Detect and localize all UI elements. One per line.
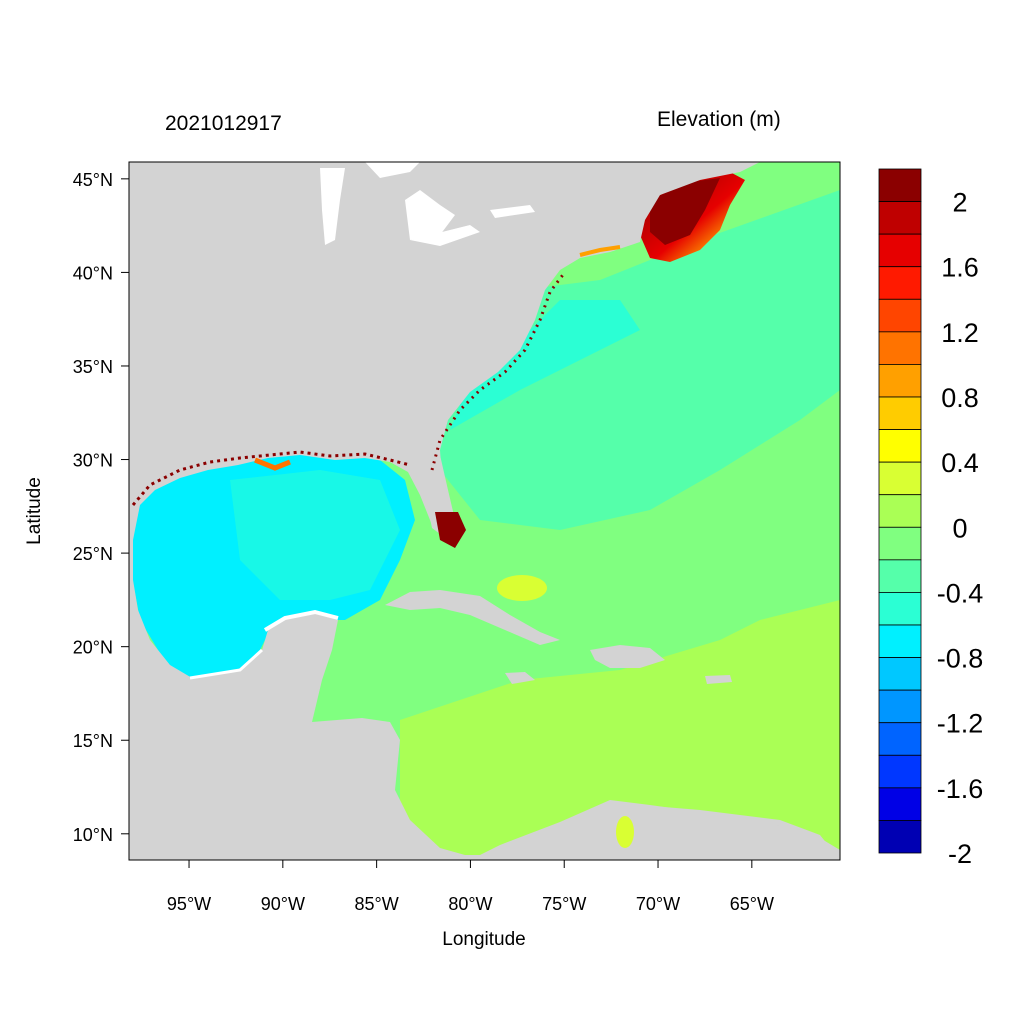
variable-label: Elevation (m): [657, 108, 781, 131]
colorbar-swatch: [878, 559, 922, 593]
lake-ontario: [490, 205, 535, 218]
plot-frame: [128, 161, 841, 861]
colorbar-swatch: [878, 689, 922, 724]
colorbar-label: 2: [952, 188, 967, 218]
lat-tick-label: 15°N: [73, 731, 113, 751]
land-cuba: [385, 590, 560, 645]
colorbar-label: 1.6: [941, 253, 979, 283]
lon-tick-label: 80°W: [448, 894, 492, 914]
lon-tick-label: 85°W: [355, 894, 399, 914]
colorbar: 2 1.6 1.2 0.8 0.4 0 -0.4 -0.8 -1.2 -1.6 -2: [878, 168, 984, 869]
colorbar-swatch: [878, 592, 922, 626]
lake-superior: [365, 162, 420, 178]
date-label: 2021012917: [165, 112, 282, 135]
colorbar-swatch: [878, 461, 922, 496]
louisiana-surge: [254, 457, 291, 471]
colorbar-label: 1.2: [941, 318, 979, 348]
colorbar-label: -1.6: [937, 774, 984, 804]
colorbar-label: -1.2: [937, 709, 984, 739]
colorbar-swatch: [878, 624, 922, 658]
lat-tick-label: 30°N: [73, 451, 113, 471]
colorbar-label: -0.8: [937, 644, 984, 674]
colorbar-swatch: [878, 429, 922, 463]
lon-tick-label: 90°W: [261, 894, 305, 914]
lat-tick-label: 20°N: [73, 638, 113, 658]
colorbar-label: -2: [948, 839, 972, 869]
lat-tick-label: 40°N: [73, 263, 113, 283]
land-jamaica: [505, 672, 535, 684]
y-axis-title: Latitude: [24, 477, 45, 545]
colorbar-label: 0: [952, 513, 967, 543]
lake-erie: [410, 225, 480, 246]
land-north-america: [129, 162, 840, 860]
colorbar-swatch: [878, 168, 922, 202]
bahamas-anomaly: [497, 575, 547, 601]
colorbar-swatch: [878, 820, 922, 854]
colorbar-label: -0.4: [937, 578, 984, 608]
lat-tick-label: 10°N: [73, 825, 113, 845]
colorbar-swatch: [878, 298, 922, 333]
colorbar-label: 0.8: [941, 383, 979, 413]
atlantic-coast-surge: [430, 271, 567, 471]
colorbar-swatch: [878, 364, 922, 398]
storm-surge-core: [650, 178, 720, 245]
colorbar-swatch: [878, 201, 922, 235]
florida-surge: [435, 512, 466, 548]
land-hispaniola: [590, 645, 665, 668]
ocean-band-neg06: [450, 300, 640, 430]
lake-maracaibo: [616, 816, 634, 848]
colorbar-swatch: [878, 494, 922, 528]
colorbar-swatch: [878, 331, 922, 365]
colorbar-swatch: [878, 233, 922, 268]
caribbean-band: [400, 600, 840, 860]
colorbar-swatch: [878, 722, 922, 756]
map-area: [129, 162, 840, 860]
long-island-surge: [579, 245, 621, 257]
ocean-band-neg04: [440, 190, 840, 530]
land-south-america: [470, 800, 840, 860]
lon-tick-label: 95°W: [167, 894, 211, 914]
coast-yucatan: [263, 609, 339, 632]
land-puerto-rico: [705, 675, 732, 684]
colorbar-swatch: [878, 754, 922, 789]
colorbar-swatch: [878, 657, 922, 691]
latitude-ticks: 45°N 40°N 35°N 30°N 25°N 20°N 15°N 10°N: [73, 170, 129, 845]
x-axis-title: Longitude: [442, 929, 525, 950]
colorbar-swatch: [878, 526, 922, 561]
colorbar-label: 0.4: [941, 448, 979, 478]
lat-tick-label: 25°N: [73, 544, 113, 564]
colorbar-swatch: [878, 787, 922, 821]
lake-michigan: [320, 168, 345, 245]
lat-tick-label: 45°N: [73, 170, 113, 190]
colorbar-swatch: [878, 266, 922, 300]
colorbar-swatch: [878, 396, 922, 430]
lat-tick-label: 35°N: [73, 357, 113, 377]
lon-tick-label: 75°W: [542, 894, 586, 914]
lake-huron: [405, 190, 455, 240]
lon-tick-label: 65°W: [730, 894, 774, 914]
longitude-ticks: 95°W 90°W 85°W 80°W 75°W 70°W 65°W: [167, 860, 774, 914]
gulf-inner: [230, 470, 400, 600]
coast-campeche: [189, 648, 264, 680]
lon-tick-label: 70°W: [636, 894, 680, 914]
